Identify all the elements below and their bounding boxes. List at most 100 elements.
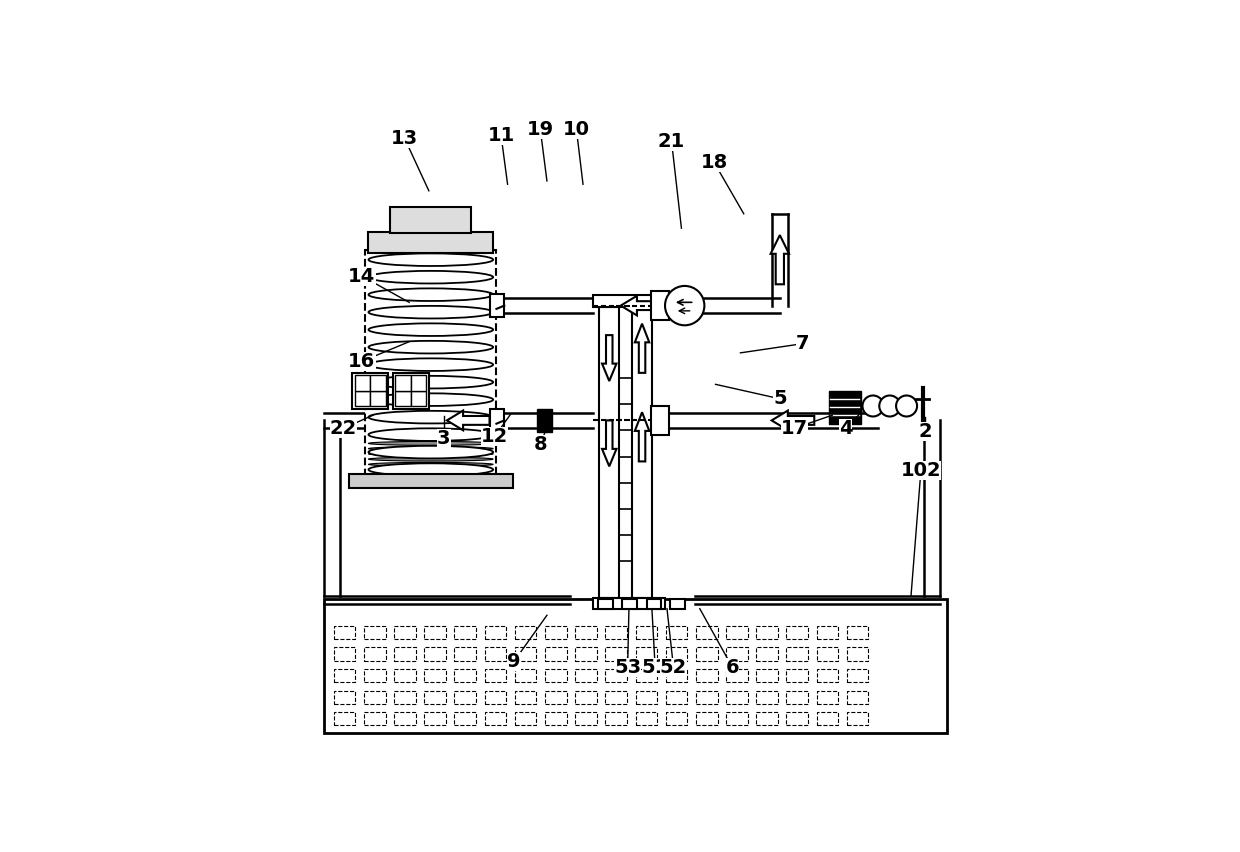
Text: 13: 13 (391, 129, 418, 148)
Text: 12: 12 (481, 428, 508, 446)
Bar (847, 625, 868, 639)
Bar (485, 669, 506, 682)
Bar (727, 625, 748, 639)
Bar (393, 372, 429, 409)
Bar (830, 391, 861, 423)
Bar (544, 669, 567, 682)
Bar (666, 625, 687, 639)
Bar (334, 712, 356, 726)
Bar (622, 599, 637, 609)
Polygon shape (603, 335, 616, 381)
Circle shape (879, 395, 900, 417)
Bar (544, 712, 567, 726)
Bar (756, 669, 777, 682)
Bar (363, 625, 386, 639)
Circle shape (897, 395, 918, 417)
Bar (454, 691, 476, 704)
Bar (847, 712, 868, 726)
Bar (485, 712, 506, 726)
Bar (363, 648, 386, 660)
Polygon shape (446, 411, 490, 430)
Text: 19: 19 (527, 120, 554, 139)
Ellipse shape (368, 288, 494, 301)
Bar (756, 691, 777, 704)
Ellipse shape (368, 463, 494, 476)
Text: 9: 9 (507, 652, 521, 671)
Bar (817, 625, 838, 639)
Bar (599, 307, 619, 597)
Bar (454, 712, 476, 726)
Bar (334, 625, 356, 639)
Bar (396, 375, 410, 390)
Ellipse shape (368, 468, 494, 472)
Bar (334, 691, 356, 704)
Text: 2: 2 (919, 422, 932, 441)
Bar (696, 669, 718, 682)
Bar (575, 691, 596, 704)
Text: 7: 7 (796, 334, 810, 354)
Ellipse shape (368, 411, 494, 423)
Bar (394, 625, 415, 639)
Bar (363, 669, 386, 682)
Bar (394, 669, 415, 682)
Bar (646, 599, 661, 609)
Ellipse shape (368, 446, 494, 458)
Text: 51: 51 (641, 659, 668, 677)
Bar (727, 712, 748, 726)
Bar (817, 691, 838, 704)
Bar (666, 712, 687, 726)
Bar (544, 648, 567, 660)
Bar (756, 625, 777, 639)
Bar (632, 307, 652, 597)
Bar (454, 648, 476, 660)
Ellipse shape (368, 394, 494, 406)
Ellipse shape (368, 458, 494, 461)
Bar (756, 712, 777, 726)
Ellipse shape (368, 253, 494, 266)
Bar (537, 409, 552, 432)
Bar (847, 648, 868, 660)
Bar (671, 599, 684, 609)
Bar (410, 375, 427, 390)
Bar (370, 390, 386, 406)
Ellipse shape (368, 429, 494, 441)
Bar (598, 599, 613, 609)
Polygon shape (621, 296, 663, 315)
Bar (544, 691, 567, 704)
Bar (410, 390, 427, 406)
Text: 53: 53 (614, 659, 641, 677)
Bar (575, 625, 596, 639)
Bar (727, 669, 748, 682)
Bar (355, 390, 370, 406)
Bar (605, 648, 627, 660)
Bar (324, 599, 947, 734)
Bar (424, 669, 446, 682)
Bar (424, 691, 446, 704)
Bar (605, 669, 627, 682)
Bar (696, 625, 718, 639)
Bar (454, 669, 476, 682)
Ellipse shape (368, 441, 494, 446)
Text: 22: 22 (330, 419, 357, 438)
Text: 21: 21 (658, 132, 686, 151)
Text: 52: 52 (660, 659, 687, 677)
Bar (696, 712, 718, 726)
Bar (394, 712, 415, 726)
Bar (334, 648, 356, 660)
Ellipse shape (368, 271, 494, 284)
Text: 5: 5 (773, 389, 786, 408)
Bar (370, 375, 386, 390)
Text: 10: 10 (563, 120, 590, 139)
Bar (605, 691, 627, 704)
Bar (696, 648, 718, 660)
Bar (348, 474, 513, 488)
Polygon shape (635, 324, 650, 373)
Text: 14: 14 (348, 267, 376, 285)
Bar (786, 625, 808, 639)
Text: 4: 4 (838, 419, 852, 438)
Bar (605, 712, 627, 726)
Bar (575, 648, 596, 660)
Text: 17: 17 (781, 419, 807, 438)
Bar (635, 712, 657, 726)
Bar (352, 372, 388, 409)
